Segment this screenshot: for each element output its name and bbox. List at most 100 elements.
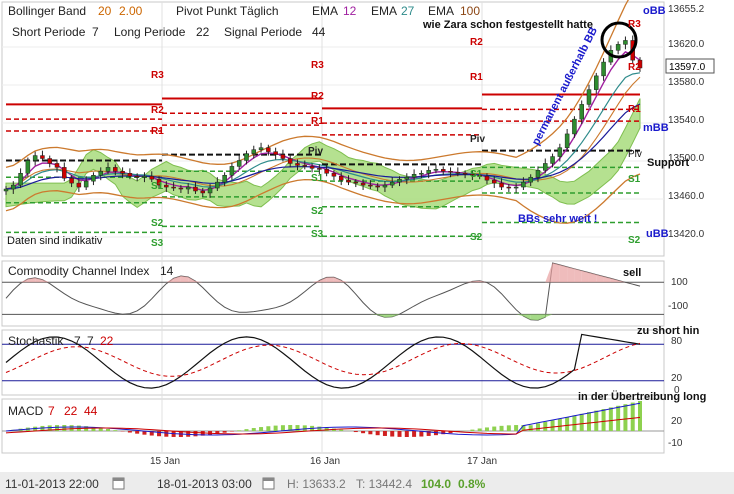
ema-27-line <box>5 72 641 190</box>
candle-body <box>149 175 154 180</box>
candle-body <box>229 166 235 176</box>
cci-overbought-fill <box>333 277 342 283</box>
stoch-p3: 22 <box>100 334 114 348</box>
candle-body <box>244 153 249 161</box>
footer-pct: 0.8% <box>458 477 486 491</box>
pivot-s1-label-2: S1 <box>311 173 324 184</box>
macd-histogram-bar <box>62 425 67 431</box>
cci-overbought-fill <box>27 277 36 283</box>
macd-histogram-bar <box>550 420 555 431</box>
macd-p2: 22 <box>64 404 78 418</box>
time-label-1: 16 Jan <box>310 456 340 467</box>
ema-label-2: EMA <box>371 4 397 18</box>
macd-histogram-bar <box>601 409 606 431</box>
price-panel <box>1 1 665 257</box>
candle-body <box>200 190 206 194</box>
candle-body <box>207 187 213 194</box>
macd-histogram-bar <box>557 418 562 431</box>
bollinger-p2: 2.00 <box>119 4 143 18</box>
cci-overbought-fill <box>552 263 560 283</box>
time-label-2: 17 Jan <box>467 456 497 467</box>
long-periode-label: Long Periode <box>114 25 186 39</box>
candle-body <box>440 169 446 172</box>
cci-overbought-fill <box>42 279 50 283</box>
cci-overbought-fill <box>326 277 334 283</box>
macd-histogram-bar <box>484 427 489 431</box>
macd-histogram-bar <box>280 425 285 431</box>
ubb-label: uBB <box>646 228 669 240</box>
candle-body <box>193 186 198 192</box>
current-price-box <box>665 58 715 74</box>
cci-overbought-fill <box>20 279 28 283</box>
cci-overbought-fill <box>479 280 487 283</box>
candle-body <box>360 182 366 186</box>
macd-histogram-bar <box>106 428 111 431</box>
candle-body <box>338 175 344 181</box>
calendar-icon-start[interactable] <box>112 477 125 490</box>
macd-histogram-bar <box>630 402 635 431</box>
macd-histogram-bar <box>164 431 169 437</box>
pivot-r1-label-4: R1 <box>628 104 641 115</box>
candle-body <box>54 163 60 168</box>
stoch-p1: 7 <box>74 334 81 348</box>
stoch-p2: 7 <box>87 334 94 348</box>
macd-histogram-bar <box>477 428 482 431</box>
candle-body <box>171 186 176 189</box>
candle-body <box>521 181 526 188</box>
macd-histogram-bar <box>397 431 402 437</box>
candle-body <box>295 163 300 166</box>
cci-overbought-fill <box>567 266 575 283</box>
cci-oversold-fill <box>516 314 524 317</box>
candle-body <box>462 173 468 175</box>
candle-body <box>637 59 643 69</box>
calendar-icon-end[interactable] <box>262 477 275 490</box>
macd-histogram-bar <box>237 430 242 431</box>
candle-body <box>572 118 577 135</box>
candle-body <box>258 147 264 150</box>
macd-histogram-bar <box>535 423 540 431</box>
cci-overbought-fill <box>312 280 320 283</box>
macd-tick-20: 20 <box>671 416 683 427</box>
macd-label: MACD <box>8 404 44 418</box>
candle-body <box>287 158 293 164</box>
footer-bar <box>0 472 734 494</box>
candle-body <box>113 167 118 172</box>
cci-overbought-fill <box>559 264 568 283</box>
candle-body <box>586 89 592 105</box>
macd-histogram-bar <box>492 426 497 431</box>
candle-body <box>98 171 103 176</box>
candle-body <box>309 166 315 169</box>
macd-histogram-bar <box>157 431 162 437</box>
candle-body <box>273 151 278 155</box>
candle-body <box>62 167 67 179</box>
candle-body <box>215 181 220 189</box>
candle-body <box>69 177 74 184</box>
macd-histogram-bar <box>470 429 475 431</box>
bollinger-p1: 20 <box>98 4 112 18</box>
macd-histogram-bar <box>441 431 446 435</box>
macd-histogram-bar <box>69 425 74 431</box>
cci-overbought-fill <box>195 281 203 283</box>
macd-histogram-bar <box>259 427 264 431</box>
cci-chart-layer <box>2 262 664 321</box>
pivot-s1-label-4: S1 <box>628 174 641 185</box>
pivot-s3-label-1: S3 <box>151 238 164 249</box>
cci-overbought-fill <box>465 281 473 283</box>
macd-histogram-bar <box>514 425 519 431</box>
stoch-tick-20: 20 <box>671 373 683 384</box>
obb-label: oBB <box>643 5 666 17</box>
cci-overbought-fill <box>603 276 611 283</box>
macd-histogram-bar <box>186 431 191 437</box>
macd-tick-neg10: -10 <box>668 438 683 449</box>
candle-body <box>127 173 133 177</box>
macd-histogram-bar <box>98 427 103 431</box>
candle-body <box>317 168 322 170</box>
ema-value-3: 100 <box>460 4 480 18</box>
macd-histogram-bar <box>251 428 256 431</box>
cci-overbought-fill <box>618 280 626 283</box>
candle-body <box>40 155 45 159</box>
macd-histogram-bar <box>339 429 344 431</box>
macd-histogram-bar <box>390 431 395 437</box>
macd-histogram-bar <box>135 431 140 434</box>
